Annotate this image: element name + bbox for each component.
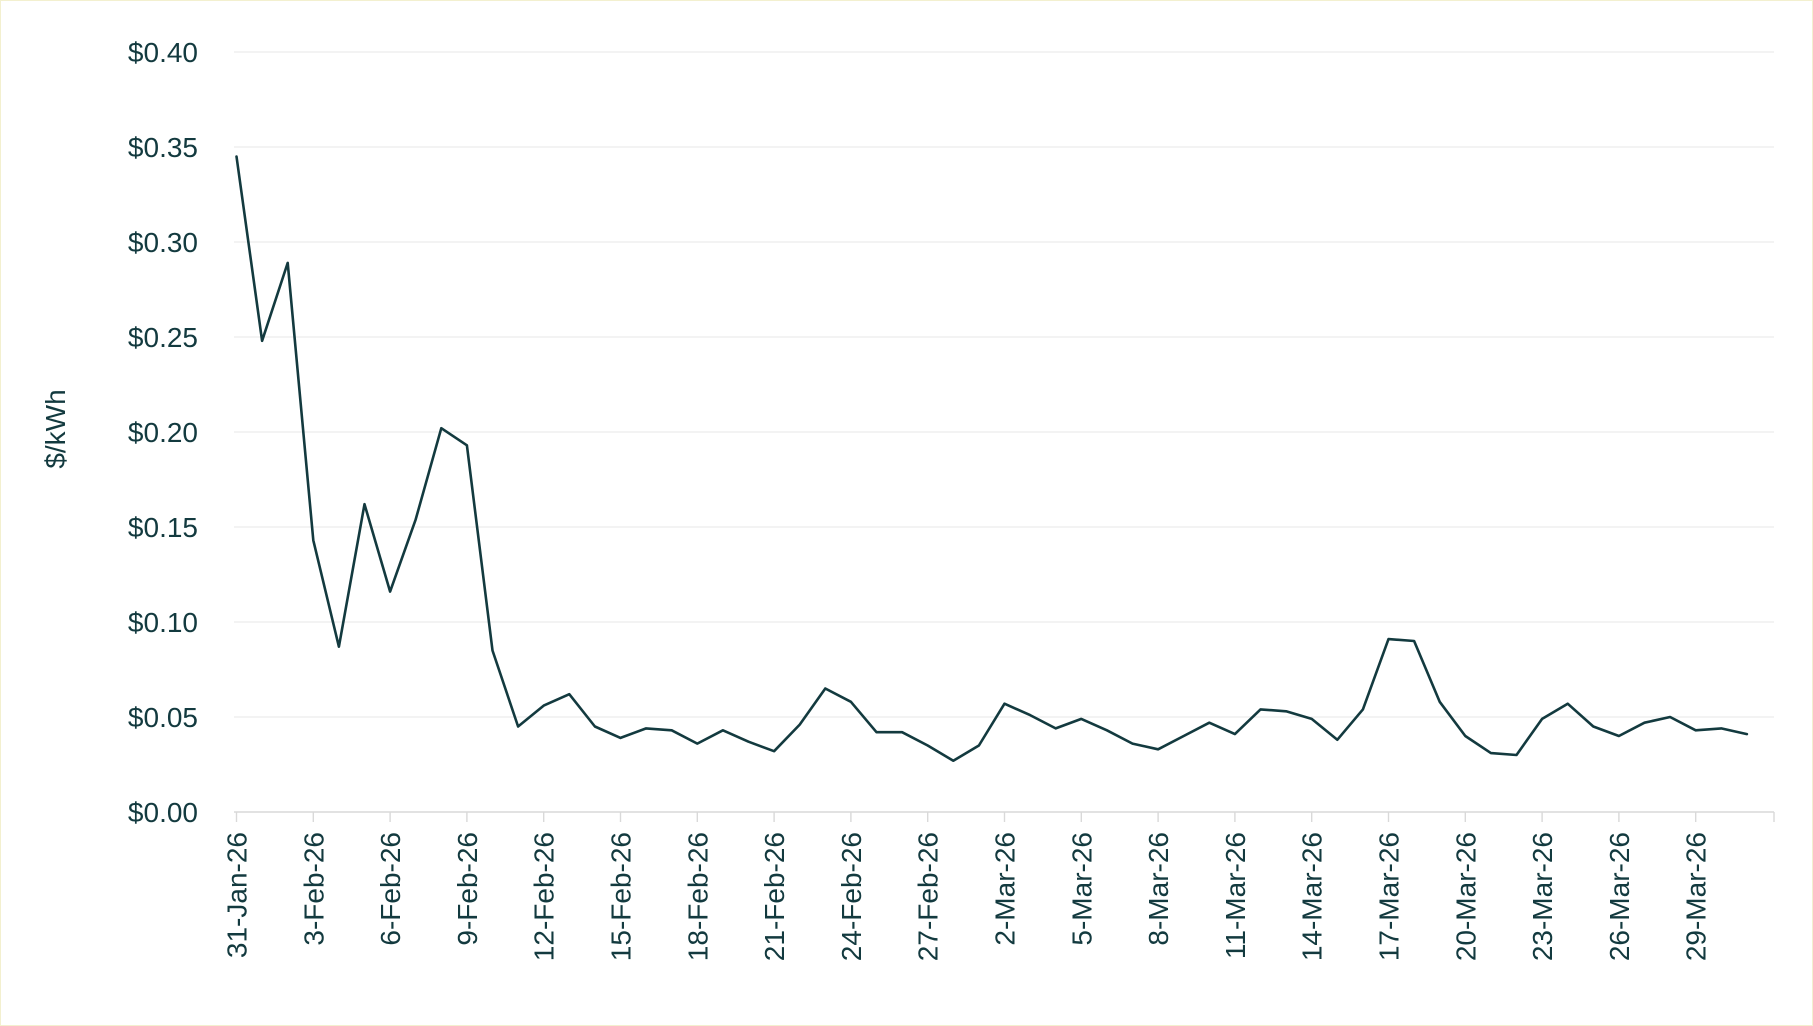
y-tick-label: $0.05 <box>128 702 198 733</box>
y-tick-label: $0.00 <box>128 797 198 828</box>
series <box>235 155 1749 763</box>
y-tick-label: $0.15 <box>128 512 198 543</box>
y-tick-label: $0.35 <box>128 132 198 163</box>
x-tick-label: 6-Feb-26 <box>375 832 406 946</box>
axes <box>234 811 1775 822</box>
x-tick-label: 24-Feb-26 <box>836 832 867 961</box>
x-tick-label: 2-Mar-26 <box>990 832 1021 946</box>
x-tick-label: 15-Feb-26 <box>606 832 637 961</box>
x-tick-label: 18-Feb-26 <box>682 832 713 961</box>
x-tick-label: 29-Mar-26 <box>1681 832 1712 961</box>
y-axis-title: $/kWh <box>40 389 71 468</box>
grid-lines <box>234 51 1774 718</box>
x-tick-label: 12-Feb-26 <box>529 832 560 961</box>
x-tick-label: 8-Mar-26 <box>1143 832 1174 946</box>
x-tick-label: 3-Feb-26 <box>298 832 329 946</box>
x-tick-label: 17-Mar-26 <box>1374 832 1405 961</box>
y-tick-label: $0.30 <box>128 227 198 258</box>
x-tick-label: 23-Mar-26 <box>1527 832 1558 961</box>
y-tick-label: $0.25 <box>128 322 198 353</box>
x-tick-label: 26-Mar-26 <box>1604 832 1635 961</box>
y-tick-label: $0.10 <box>128 607 198 638</box>
x-tick-label: 31-Jan-26 <box>222 832 253 958</box>
x-tick-label: 14-Mar-26 <box>1297 832 1328 961</box>
x-tick-label: 5-Mar-26 <box>1066 832 1097 946</box>
x-tick-label: 27-Feb-26 <box>913 832 944 961</box>
series-line <box>235 155 1749 763</box>
x-tick-label: 20-Mar-26 <box>1450 832 1481 961</box>
x-tick-label: 11-Mar-26 <box>1220 832 1251 959</box>
x-tick-label: 21-Feb-26 <box>759 832 790 961</box>
x-tick-label: 9-Feb-26 <box>452 832 483 946</box>
y-tick-label: $0.20 <box>128 417 198 448</box>
tick-labels: $0.00 $0.05 $0.10 $0.15 $0.20 $0.25 $0.30 $0.35… <box>128 37 1712 961</box>
y-tick-label: $0.40 <box>128 37 198 68</box>
